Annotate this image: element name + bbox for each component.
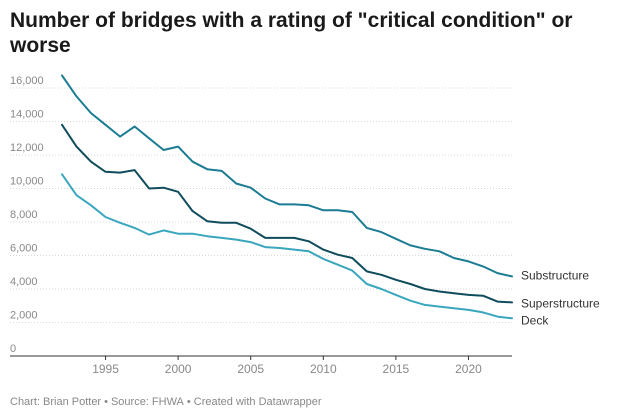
y-tick-label: 2,000 — [10, 310, 38, 322]
x-tick-label: 2000 — [165, 362, 192, 376]
x-tick-label: 1995 — [92, 362, 119, 376]
x-tick-label: 2005 — [237, 362, 264, 376]
x-tick-label: 2015 — [383, 362, 410, 376]
y-tick-label: 16,000 — [10, 75, 44, 87]
series-line-deck — [61, 173, 513, 320]
x-axis: 1995 2000 2005 2010 2015 2020 — [92, 356, 482, 376]
chart-title: Number of bridges with a rating of "crit… — [10, 9, 573, 57]
source-credit: Source: FHWA — [110, 396, 184, 408]
y-tick-label: 10,000 — [10, 176, 44, 188]
footer-separator: • — [186, 396, 191, 408]
series-label-deck: Deck — [521, 313, 549, 327]
chart-footer: Chart: Brian Potter • Source: FHWA • Created… — [10, 396, 322, 408]
grid-lines — [10, 87, 512, 357]
series-line-substructure — [61, 74, 513, 278]
y-tick-label: 6,000 — [10, 243, 38, 255]
y-axis: 0 2,000 4,000 6,000 8,000 10,000 12,000 14,000 1… — [10, 75, 44, 355]
y-tick-label: 14,000 — [10, 109, 44, 121]
y-tick-label: 0 — [10, 343, 16, 355]
x-tick-label: 2010 — [310, 362, 337, 376]
y-tick-label: 4,000 — [10, 276, 38, 288]
chart-credit: Chart: Brian Potter — [10, 396, 102, 408]
series-line-superstructure — [61, 123, 513, 304]
tool-credit: Created with Datawrapper — [193, 396, 322, 408]
y-tick-label: 8,000 — [10, 209, 38, 221]
y-tick-label: 12,000 — [10, 142, 44, 154]
x-tick-label: 2020 — [455, 362, 482, 376]
series-labels: Substructure Superstructure Deck — [521, 268, 600, 327]
series-label-substructure: Substructure — [521, 268, 589, 282]
series-lines — [61, 74, 513, 320]
footer-separator: • — [104, 396, 108, 408]
series-label-superstructure: Superstructure — [521, 296, 600, 310]
